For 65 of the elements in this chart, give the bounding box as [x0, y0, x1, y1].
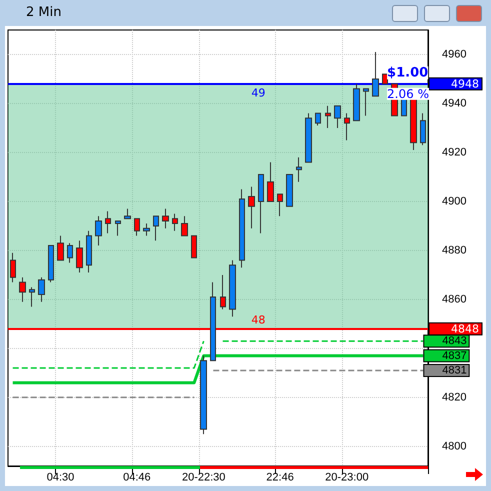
- y-tick-label: 4800: [442, 440, 466, 452]
- y-tick-label: 4920: [442, 146, 466, 158]
- candlestick: [134, 218, 140, 236]
- y-tick-label: 4900: [442, 195, 466, 208]
- candlestick: [239, 188, 245, 268]
- candlestick: [86, 230, 92, 273]
- candlestick: [57, 235, 64, 261]
- x-tick-label: 22:46: [266, 472, 294, 484]
- data-label: 4831: [442, 364, 467, 376]
- chart-title: 2 Min: [26, 5, 62, 20]
- y-tick-label: 4940: [442, 97, 466, 110]
- candlestick: [29, 286, 35, 308]
- annotation: 2.06 %: [387, 86, 429, 101]
- candlestick: [420, 112, 426, 146]
- candlestick: [48, 245, 54, 283]
- candlestick: [363, 88, 369, 116]
- candlestick: [143, 223, 150, 236]
- candlestick: [305, 112, 312, 163]
- candlestick: [372, 52, 379, 97]
- candlestick: [296, 156, 302, 182]
- ref-line-label: 4948: [451, 77, 479, 90]
- candlestick: [162, 208, 169, 229]
- candlestick: [410, 98, 417, 151]
- candlestick: [105, 210, 111, 234]
- y-tick-label: 4860: [442, 293, 466, 306]
- candlestick: [19, 276, 26, 302]
- x-tick-label: 04:30: [46, 472, 74, 484]
- annotation: 48: [251, 313, 266, 326]
- candlestick: [67, 242, 73, 264]
- candlestick: [382, 74, 388, 84]
- candlestick: [267, 162, 274, 202]
- y-tick-label: 4820: [442, 391, 466, 404]
- data-label: 4837: [442, 350, 467, 362]
- x-tick-label: 04:46: [123, 472, 151, 484]
- candlestick: [76, 240, 83, 273]
- candlestick: [38, 276, 45, 302]
- ref-line-label: 4848: [451, 322, 479, 336]
- annotation: $1.00: [387, 65, 428, 80]
- candlestick: [124, 208, 131, 220]
- candlestick: [315, 112, 321, 126]
- candlestick: [334, 105, 341, 128]
- candlestick: [115, 220, 121, 236]
- x-tick-label: 20-22:30: [182, 472, 226, 484]
- candlestick: [153, 216, 159, 242]
- candlestick: [325, 105, 331, 128]
- candlestick: [172, 213, 178, 232]
- candlestick: [258, 174, 264, 234]
- candlestick: [353, 83, 360, 122]
- y-tick-label: 4880: [442, 244, 466, 256]
- candlestick: [220, 274, 226, 310]
- candlestick: [181, 216, 188, 236]
- candlestick: [191, 235, 197, 258]
- candlestick: [344, 112, 350, 141]
- candlestick: [210, 282, 216, 362]
- candlestick: [95, 216, 102, 246]
- annotation: 49: [251, 86, 266, 100]
- candlestick: [200, 355, 207, 435]
- candlestick: [10, 252, 16, 283]
- y-tick-label: 4960: [442, 48, 466, 60]
- candlestick: [248, 186, 255, 229]
- data-label: 4843: [442, 335, 467, 348]
- x-tick-label: 20-23:00: [325, 472, 369, 484]
- candlestick: [286, 174, 293, 207]
- candlestick: [229, 260, 236, 318]
- candlestick: [277, 194, 283, 217]
